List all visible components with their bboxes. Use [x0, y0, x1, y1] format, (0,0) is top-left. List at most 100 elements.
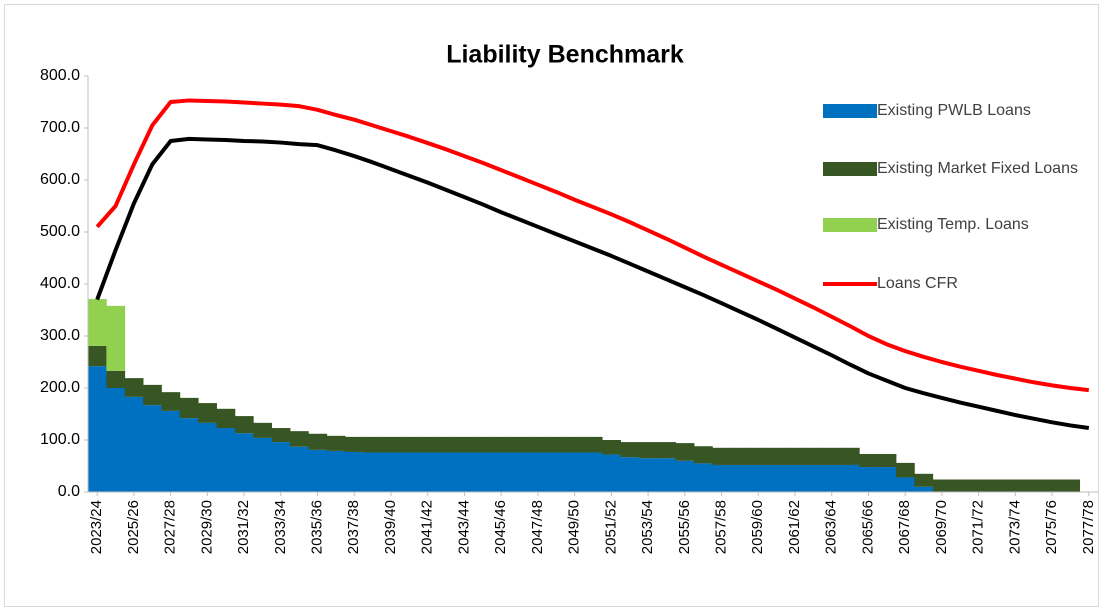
- bar-segment: [896, 462, 915, 478]
- x-tick-label: 2029/30: [198, 500, 215, 554]
- bar-segment: [234, 416, 254, 434]
- bar-segment: [602, 440, 621, 455]
- legend-entry: Loans CFR: [823, 273, 1093, 295]
- bar-segment: [565, 452, 585, 492]
- bar-segment: [785, 447, 805, 465]
- y-tick-label: 200.0: [40, 379, 80, 396]
- bar-segment: [179, 418, 199, 492]
- x-tick-label: 2027/28: [162, 500, 179, 554]
- bar-segment: [712, 464, 732, 492]
- legend-swatch: [823, 282, 877, 286]
- legend-label: Existing Market Fixed Loans: [877, 160, 1078, 177]
- bar-segment: [326, 435, 346, 451]
- y-tick-label: 700.0: [40, 119, 80, 136]
- bar-segment: [363, 436, 383, 453]
- bar-segment: [363, 452, 383, 492]
- bar-segment: [88, 299, 107, 346]
- bar-segment: [253, 437, 273, 492]
- bar-segment: [473, 452, 493, 492]
- bar-segment: [198, 403, 217, 423]
- x-tick-label: 2025/26: [125, 500, 142, 554]
- x-tick-label: 2033/34: [272, 500, 289, 554]
- bar-segment: [528, 436, 548, 453]
- bar-segment: [106, 388, 126, 492]
- bar-segment: [620, 457, 640, 492]
- bar-segment: [161, 410, 181, 492]
- bar-segment: [822, 447, 842, 465]
- bar-segment: [675, 443, 695, 461]
- bar-segment: [877, 467, 897, 492]
- bar-segment: [730, 447, 750, 465]
- x-tick-label: 2071/72: [970, 500, 987, 554]
- bar-segment: [381, 436, 401, 453]
- bar-segment: [1061, 479, 1081, 492]
- x-tick-label: 2065/66: [859, 500, 876, 554]
- x-tick-label: 2031/32: [235, 500, 252, 554]
- chart-border: [4, 4, 1099, 607]
- bar-segment: [749, 464, 768, 492]
- y-tick-label: 0.0: [58, 483, 80, 500]
- bar-segment: [840, 447, 860, 465]
- bar-segment: [767, 447, 787, 465]
- bar-segment: [179, 397, 199, 419]
- x-tick-label: 2047/48: [529, 500, 546, 554]
- bar-segment: [785, 464, 805, 492]
- bar-segment: [657, 458, 677, 492]
- legend-swatch: [823, 218, 877, 232]
- bar-segment: [859, 467, 879, 492]
- bar-segment: [602, 454, 621, 492]
- bar-segment: [547, 436, 566, 453]
- bar-segment: [877, 454, 897, 468]
- bar-segment: [987, 479, 1007, 492]
- bar-segment: [1042, 479, 1062, 492]
- legend-entry: Existing PWLB Loans: [823, 100, 1093, 122]
- x-tick-label: 2035/36: [309, 500, 326, 554]
- bar-segment: [198, 422, 217, 492]
- bar-segment: [510, 452, 530, 492]
- bar-segment: [400, 452, 419, 492]
- bar-segment: [896, 477, 915, 492]
- bar-segment: [694, 446, 713, 464]
- bar-segment: [216, 428, 236, 492]
- x-tick-label: 2059/60: [749, 500, 766, 554]
- legend-entry: Existing Temp. Loans: [823, 214, 1093, 236]
- x-tick-label: 2053/54: [639, 500, 656, 554]
- bar-segment: [932, 479, 952, 492]
- bar-segment: [271, 428, 291, 443]
- bar-segment: [712, 447, 732, 465]
- bar-segment: [234, 433, 254, 492]
- bar-segment: [473, 436, 493, 453]
- bar-segment: [583, 436, 603, 453]
- x-tick-label: 2057/58: [713, 500, 730, 554]
- legend-label: Existing PWLB Loans: [877, 102, 1031, 119]
- x-tick-label: 2055/56: [676, 500, 693, 554]
- bar-segment: [730, 464, 750, 492]
- bar-segment: [436, 436, 456, 453]
- bar-segment: [969, 479, 989, 492]
- bar-segment: [455, 452, 475, 492]
- bar-segment: [106, 370, 126, 388]
- legend-label: Loans CFR: [877, 275, 958, 292]
- bar-segment: [565, 436, 585, 453]
- bar-segment: [840, 464, 860, 492]
- bar-segment: [381, 452, 401, 492]
- bar-segment: [583, 452, 603, 492]
- y-tick-label: 100.0: [40, 431, 80, 448]
- bar-segment: [290, 431, 309, 447]
- bar-segment: [436, 452, 456, 492]
- bar-segment: [161, 392, 181, 411]
- bar-segment: [253, 422, 273, 438]
- bar-segment: [804, 464, 823, 492]
- bar-segment: [675, 460, 695, 492]
- bar-segment: [455, 436, 475, 453]
- x-tick-label: 2067/68: [896, 500, 913, 554]
- bar-segment: [308, 433, 328, 450]
- bar-segment: [914, 473, 934, 487]
- x-tick-label: 2049/50: [566, 500, 583, 554]
- bar-segment: [418, 436, 438, 453]
- bar-segment: [1006, 479, 1025, 492]
- bar-segment: [951, 479, 970, 492]
- bar-segment: [143, 405, 162, 492]
- bar-segment: [620, 442, 640, 458]
